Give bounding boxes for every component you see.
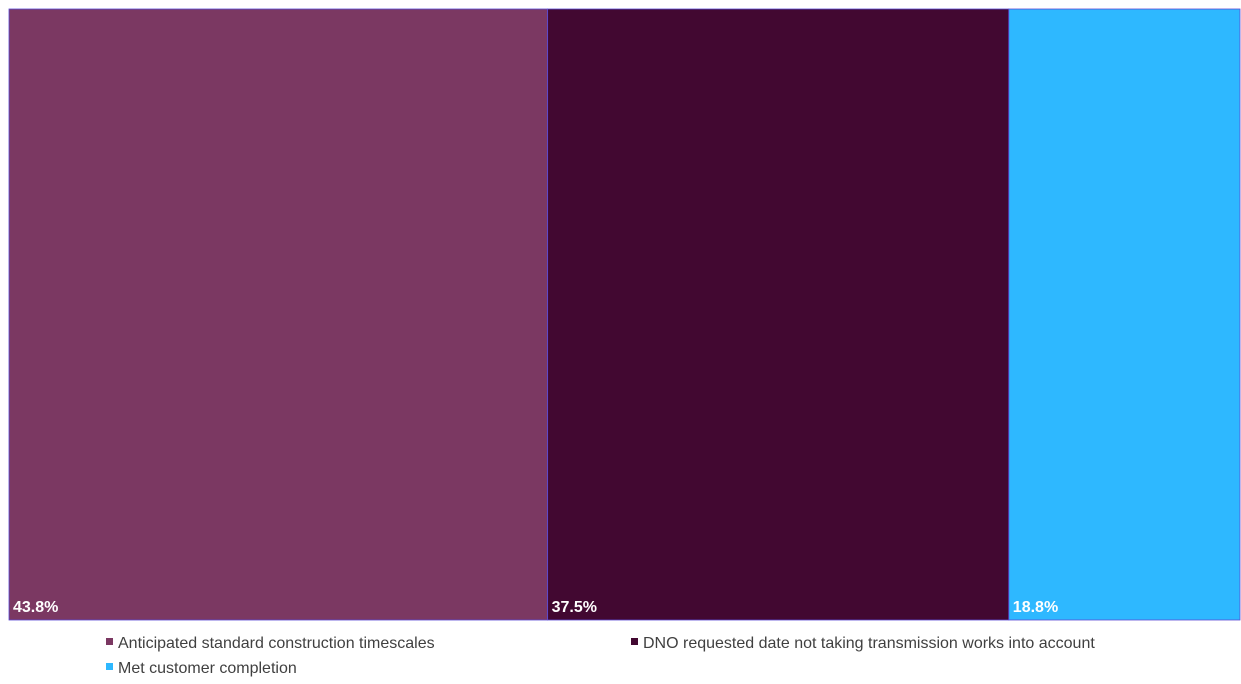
legend-item: Met customer completion: [106, 659, 297, 679]
legend-label: Met customer completion: [118, 660, 297, 677]
treemap-tile: [8, 8, 549, 621]
treemap-tile: [1008, 8, 1241, 621]
treemap-tile: [547, 8, 1010, 621]
legend-label: Anticipated standard construction timesc…: [118, 635, 435, 652]
data-label: 18.8%: [1013, 599, 1058, 616]
legend-swatch: [106, 663, 113, 671]
legend-label: DNO requested date not taking transmissi…: [643, 635, 1095, 652]
legend-item: DNO requested date not taking transmissi…: [631, 634, 1095, 654]
legend-item: Anticipated standard construction timesc…: [106, 634, 435, 654]
data-label: 43.8%: [13, 599, 58, 616]
treemap-chart: 43.8% 37.5% 18.8%: [8, 8, 1241, 621]
treemap-tiles: 43.8% 37.5% 18.8%: [8, 8, 1241, 621]
data-label: 37.5%: [552, 599, 597, 616]
legend: Anticipated standard construction timesc…: [0, 628, 1241, 684]
legend-swatch: [631, 638, 638, 646]
legend-swatch: [106, 638, 113, 646]
